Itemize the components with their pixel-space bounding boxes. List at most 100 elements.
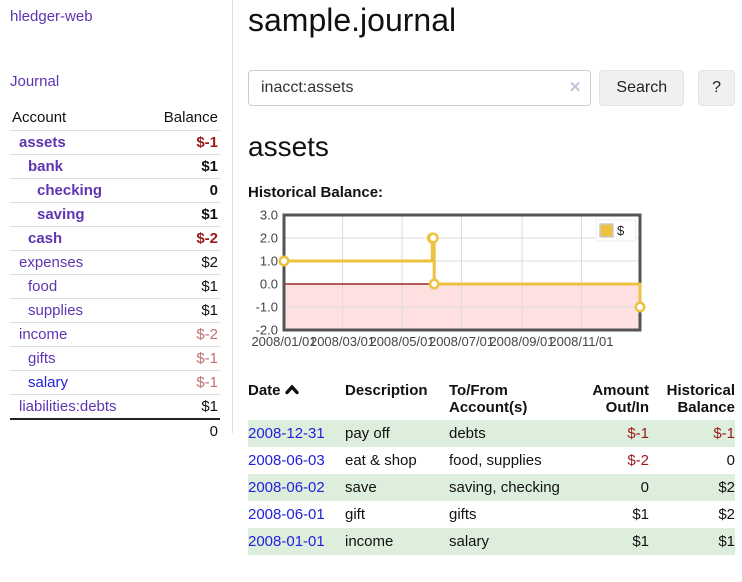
account-cell: supplies	[10, 298, 146, 323]
transaction-row: 2008-01-01 income salary $1 $1	[248, 528, 735, 555]
register-header-row: Date Description To/From Account(s) Amou…	[248, 378, 735, 420]
transaction-date-link[interactable]: 2008-12-31	[248, 425, 325, 442]
account-balance: 0	[145, 178, 220, 203]
account-balance: $-1	[145, 370, 220, 395]
transaction-amount: $1	[573, 528, 649, 555]
account-cell: salary	[10, 370, 146, 395]
account-link[interactable]: gifts	[28, 350, 56, 367]
help-button[interactable]: ?	[698, 70, 735, 106]
account-balance: $1	[145, 154, 220, 179]
account-row: assets $-1	[10, 130, 220, 155]
account-balance: $1	[145, 298, 220, 323]
account-link[interactable]: supplies	[28, 302, 84, 319]
register-table-body: 2008-12-31 pay off debts $-1 $-1 2008-06-03 ea…	[248, 420, 735, 555]
sidebar: hledger-web Journal Account Balance asse…	[0, 0, 233, 443]
transaction-date-link[interactable]: 2008-01-01	[248, 533, 325, 550]
transaction-balance: 0	[726, 452, 735, 469]
transaction-amount: $1	[632, 506, 649, 523]
account-cell: saving	[10, 202, 146, 227]
brand: hledger-web	[10, 8, 220, 26]
transaction-date-link[interactable]: 2008-06-03	[248, 452, 325, 469]
search-input[interactable]	[248, 70, 592, 106]
accounts-total-row: 0	[10, 418, 220, 443]
account-link[interactable]: checking	[37, 182, 103, 199]
search-row: ✕ Search ?	[248, 70, 735, 106]
svg-text:2008/09/01: 2008/09/01	[489, 334, 554, 349]
transaction-date-link[interactable]: 2008-06-02	[248, 479, 325, 496]
account-balance: $1	[145, 202, 220, 227]
transaction-tofrom: saving, checking	[449, 474, 573, 501]
account-link[interactable]: liabilities:debts	[19, 398, 117, 415]
account-row: gifts $-1	[10, 346, 220, 371]
register-header-balance: Historical Balance	[666, 382, 735, 416]
account-balance: $-1	[145, 130, 220, 155]
svg-text:2008/01/01: 2008/01/01	[251, 334, 316, 349]
svg-text:2.0: 2.0	[260, 231, 278, 246]
transaction-amount: $-2	[627, 452, 649, 469]
register-header-date[interactable]: Date	[248, 378, 345, 420]
account-cell: liabilities:debts	[10, 394, 146, 419]
account-cell: cash	[10, 226, 146, 251]
account-row: liabilities:debts $1	[10, 394, 220, 419]
account-link[interactable]: assets	[19, 134, 66, 151]
transaction-tofrom: gifts	[449, 506, 477, 523]
svg-text:3.0: 3.0	[260, 210, 278, 223]
account-link[interactable]: food	[28, 278, 58, 295]
accounts-table-body: assets $-1 bank $1 checking 0 saving $1 cash $-2 e…	[10, 130, 220, 419]
svg-text:-2.0: -2.0	[256, 323, 278, 338]
svg-text:-1.0: -1.0	[256, 300, 278, 315]
svg-text:2008/03/01: 2008/03/01	[310, 334, 375, 349]
account-balance: $-2	[145, 322, 220, 347]
account-cell: income	[10, 322, 146, 347]
account-balance: $-1	[145, 346, 220, 371]
search-button[interactable]: Search	[599, 70, 685, 106]
account-row: checking 0	[10, 178, 220, 203]
transaction-date-cell: 2008-06-03	[248, 447, 345, 474]
accounts-total-value: 0	[145, 418, 220, 443]
account-link[interactable]: cash	[28, 230, 63, 247]
transaction-date-cell: 2008-01-01	[248, 528, 345, 555]
transaction-amount: 0	[573, 474, 649, 501]
account-cell: bank	[10, 154, 146, 179]
svg-text:2008/05/01: 2008/05/01	[369, 334, 434, 349]
accounts-total-spacer	[10, 418, 146, 443]
account-row: expenses $2	[10, 250, 220, 275]
transaction-date-cell: 2008-06-02	[248, 474, 345, 501]
chart-title: Historical Balance:	[248, 184, 384, 201]
transaction-balance: $2	[718, 506, 735, 523]
accounts-header-balance: Balance	[163, 109, 218, 126]
transaction-description: gift	[345, 506, 366, 523]
svg-text:2008/07/01: 2008/07/01	[429, 334, 494, 349]
transaction-date-link[interactable]: 2008-06-01	[248, 506, 325, 523]
transaction-tofrom: salary	[449, 528, 573, 555]
transaction-description: income	[345, 528, 449, 555]
account-link[interactable]: saving	[37, 206, 85, 223]
account-heading: assets	[248, 131, 329, 162]
main-content: sample.journal ✕ Search ? assets Histori…	[248, 0, 742, 555]
transaction-tofrom: debts	[449, 420, 573, 447]
transaction-balance: $1	[649, 528, 735, 555]
account-link[interactable]: salary	[28, 374, 69, 391]
svg-text:$: $	[617, 223, 625, 238]
transaction-description: save	[345, 474, 449, 501]
brand-link[interactable]: hledger-web	[10, 8, 93, 25]
transaction-date-cell: 2008-12-31	[248, 420, 345, 447]
transaction-balance: $-1	[649, 420, 735, 447]
sidebar-item-journal[interactable]: Journal	[10, 73, 60, 90]
register-header-tofrom: To/From Account(s)	[449, 382, 528, 416]
accounts-header-row: Account Balance	[10, 106, 220, 131]
transaction-date-cell: 2008-06-01	[248, 501, 345, 528]
register-header-amount: Amount Out/In	[592, 382, 649, 416]
account-balance: $1	[145, 394, 220, 419]
account-link[interactable]: income	[19, 326, 68, 343]
transaction-row: 2008-06-03 eat & shop food, supplies $-2 0	[248, 447, 735, 474]
account-row: salary $-1	[10, 370, 220, 395]
historical-balance-chart: $ -2.0 -1.0 0.0 1.0 2.0 3.0 2008/01/01 2008/03/0…	[248, 208, 735, 358]
account-link[interactable]: expenses	[19, 254, 84, 271]
journal-nav: Journal	[10, 73, 220, 91]
clear-search-icon[interactable]: ✕	[568, 79, 582, 96]
account-cell: expenses	[10, 250, 146, 275]
register-header-description: Description	[345, 382, 428, 399]
account-link[interactable]: bank	[28, 158, 64, 175]
account-row: income $-2	[10, 322, 220, 347]
